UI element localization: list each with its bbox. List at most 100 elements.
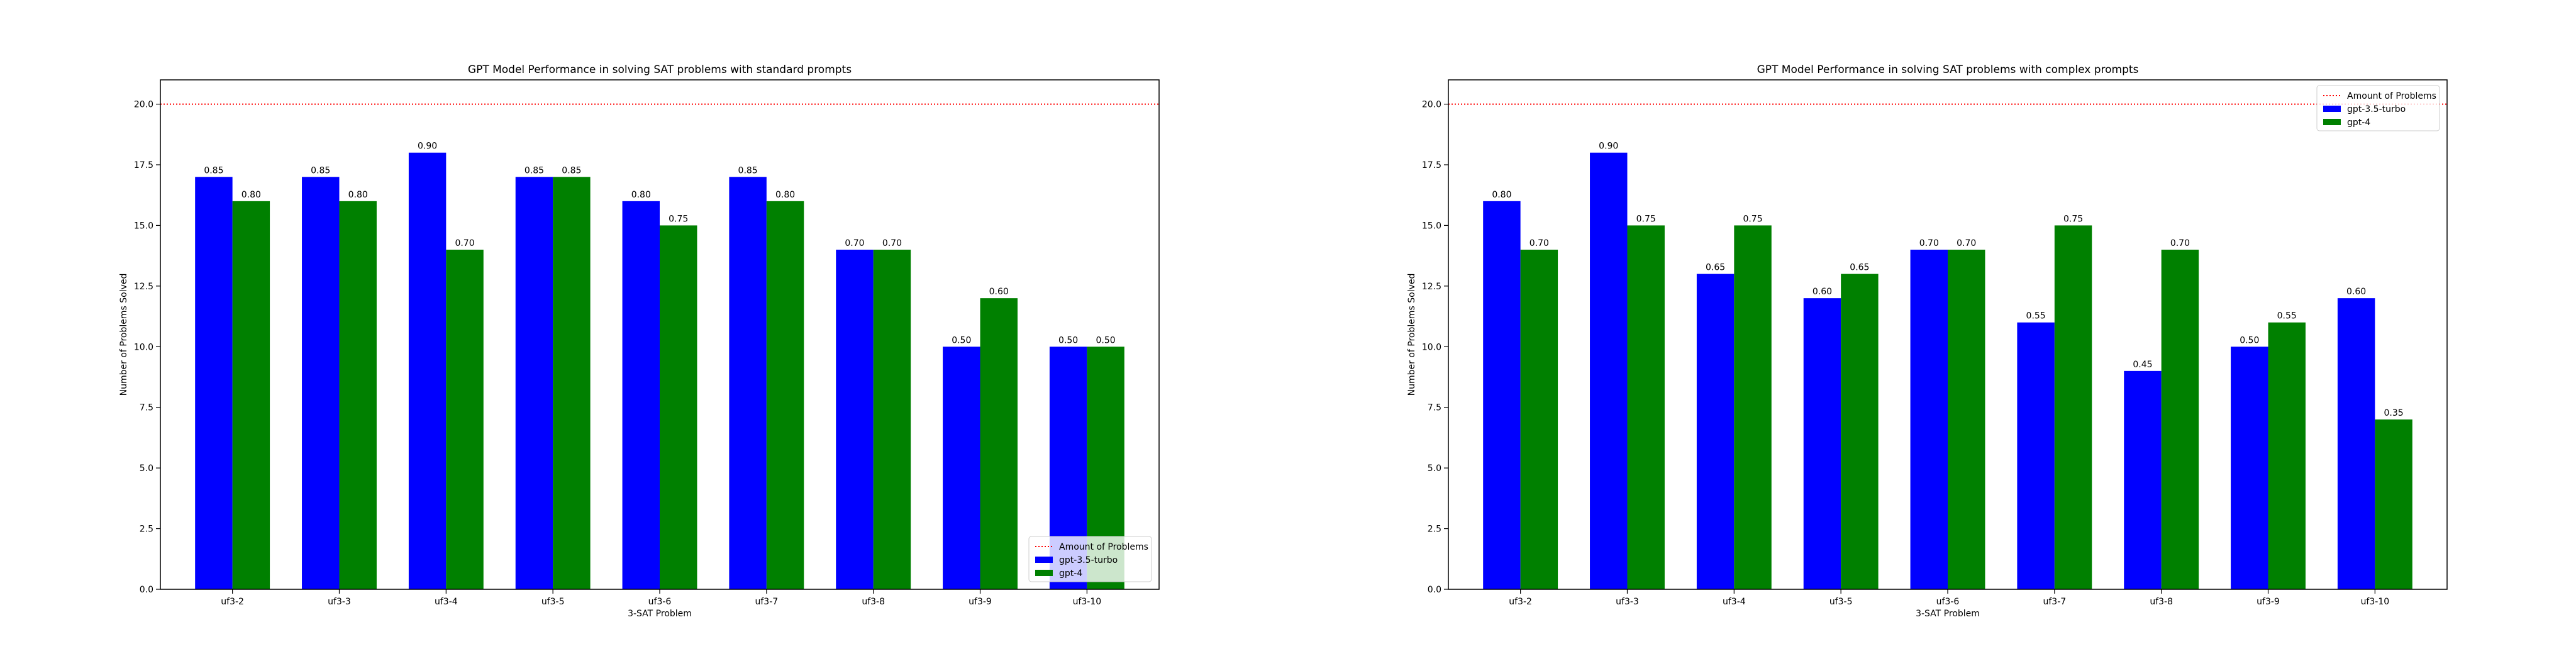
bar-value-label: 0.70 [455,238,474,248]
y-tick-label: 2.5 [1428,524,1441,535]
bar-gpt-3.5-turbo-uf3-6 [622,201,660,589]
bar-gpt-3.5-turbo-uf3-5 [1803,298,1841,589]
y-tick-label: 7.5 [140,403,153,413]
y-tick-label: 10.0 [134,342,153,352]
bar-gpt-3.5-turbo-uf3-6 [1910,250,1948,589]
bar-value-label: 0.55 [2026,311,2046,321]
x-tick-label: uf3-6 [1936,597,1960,607]
bar-gpt-4-uf3-10 [2375,419,2412,589]
y-tick-label: 20.0 [1422,100,1441,110]
y-tick-label: 15.0 [134,221,153,231]
x-tick-label: uf3-10 [2361,597,2390,607]
x-tick-label: uf3-7 [755,597,779,607]
bar-value-label: 0.45 [2133,360,2152,370]
bar-gpt-3.5-turbo-uf3-5 [515,177,553,589]
bar-gpt-3.5-turbo-uf3-2 [1483,201,1521,589]
bar-gpt-3.5-turbo-uf3-9 [2231,347,2268,589]
x-tick-label: uf3-4 [1723,597,1746,607]
bar-gpt-4-uf3-6 [1948,250,1985,589]
bar-value-label: 0.85 [311,165,330,175]
bar-value-label: 0.65 [1850,263,1869,273]
y-tick-label: 17.5 [1422,160,1441,170]
bar-value-label: 0.60 [989,287,1009,297]
bar-gpt-3.5-turbo-uf3-4 [1696,274,1735,589]
bar-value-label: 0.85 [738,165,758,175]
bar-value-label: 0.65 [1706,263,1725,273]
bar-value-label: 0.70 [1919,238,1939,248]
y-tick-label: 5.0 [140,463,153,474]
y-tick-label: 12.5 [1422,282,1441,292]
x-tick-label: uf3-9 [969,597,992,607]
bar-value-label: 0.80 [631,190,651,200]
legend-label: Amount of Problems [1059,542,1148,552]
legend-label: gpt-3.5-turbo [1059,555,1118,565]
bar-gpt-4-uf3-6 [660,225,697,589]
legend: Amount of Problems gpt-3.5-turbo gpt-4 [1028,536,1152,582]
bar-value-label: 0.70 [882,238,902,248]
bar-value-label: 0.80 [775,190,795,200]
bar-value-label: 0.60 [1813,287,1832,297]
bar-gpt-4-uf3-5 [1841,274,1879,589]
x-tick-label: uf3-3 [328,597,351,607]
bar-gpt-3.5-turbo-uf3-8 [836,250,874,589]
bar-value-label: 0.50 [1058,335,1078,345]
y-axis-label: Number of Problems Solved [1407,274,1417,396]
y-tick-label: 17.5 [134,160,153,170]
bar-gpt-3.5-turbo-uf3-10 [2337,298,2375,589]
x-tick-label: uf3-9 [2257,597,2280,607]
bar-gpt-3.5-turbo-uf3-7 [729,177,767,589]
bar-gpt-4-uf3-3 [1627,225,1665,589]
bar-gpt-3.5-turbo-uf3-3 [302,177,340,589]
bar-value-label: 0.85 [562,165,581,175]
bar-gpt-4-uf3-5 [553,177,591,589]
legend-box [2316,85,2440,131]
bar-gpt-3.5-turbo-uf3-8 [2124,370,2162,589]
bar-gpt-4-uf3-8 [873,250,911,589]
bar-gpt-4-uf3-7 [2054,225,2092,589]
chart-title: GPT Model Performance in solving SAT pro… [468,64,852,76]
legend: Amount of Problems gpt-3.5-turbo gpt-4 [2316,85,2440,131]
x-tick-label: uf3-6 [648,597,672,607]
bar-gpt-3.5-turbo-uf3-7 [2017,322,2055,589]
legend-swatch-gpt-3.5-turbo [2323,106,2341,112]
bar-value-label: 0.85 [204,165,223,175]
chart-panel-2: 0.80 0.90 0.65 0.60 0.70 0.55 0.45 0.50 0.60 0.70… [1407,64,2448,619]
x-axis-label: 3-SAT Problem [628,609,692,619]
bar-value-label: 0.80 [1492,190,1511,200]
y-tick-label: 0.0 [140,585,153,595]
x-tick-label: uf3-8 [2150,597,2173,607]
bar-value-label: 0.55 [2277,311,2297,321]
y-tick-label: 15.0 [1422,221,1441,231]
bar-gpt-3.5-turbo-uf3-9 [943,347,980,589]
x-tick-label: uf3-2 [221,597,244,607]
bar-gpt-4-uf3-2 [1520,250,1558,589]
legend-swatch-gpt-3.5-turbo [1035,557,1053,563]
x-tick-label: uf3-2 [1509,597,1532,607]
x-tick-label: uf3-5 [1829,597,1853,607]
x-tick-label: uf3-7 [2043,597,2067,607]
legend-label: gpt-4 [1059,569,1082,579]
bar-gpt-4-uf3-9 [980,298,1018,589]
bar-gpt-4-uf3-3 [339,201,377,589]
bar-value-label: 0.50 [952,335,971,345]
bar-value-label: 0.50 [1096,335,1115,345]
bar-value-label: 0.75 [1743,214,1762,224]
y-tick-label: 20.0 [134,100,153,110]
y-tick-label: 12.5 [134,282,153,292]
bar-value-label: 0.80 [242,190,261,200]
x-tick-label: uf3-5 [541,597,565,607]
legend-label: gpt-4 [2347,118,2370,128]
x-tick-label: uf3-4 [435,597,458,607]
bar-value-label: 0.85 [525,165,544,175]
y-tick-label: 7.5 [1428,403,1441,413]
x-tick-label: uf3-3 [1616,597,1639,607]
bar-gpt-4-uf3-4 [446,250,484,589]
chart-panel-1: 0.85 0.85 0.90 0.85 0.80 0.85 0.70 0.50 0.50 0.80… [119,64,1160,619]
bar-value-label: 0.50 [2240,335,2259,345]
chart-title: GPT Model Performance in solving SAT pro… [1757,64,2139,76]
y-tick-label: 2.5 [140,524,153,535]
bar-value-label: 0.90 [418,142,437,152]
bar-gpt-3.5-turbo-uf3-4 [408,152,447,589]
legend-label: Amount of Problems [2347,91,2436,101]
